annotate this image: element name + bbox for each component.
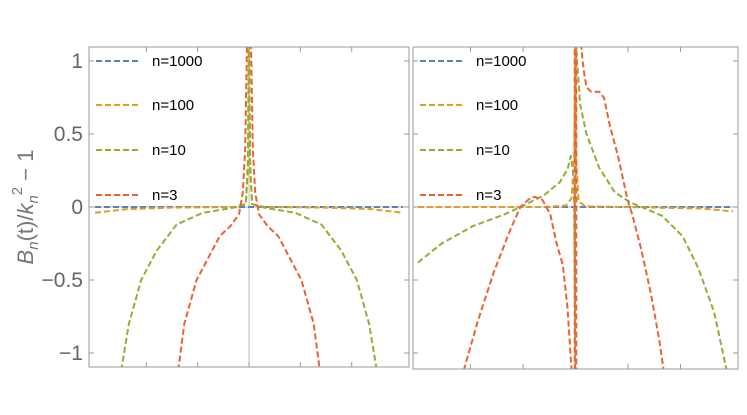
series-group [94,47,404,367]
plot-frame [412,46,739,370]
panel-left: 1 0.5 0 −0.5 −1 n=1000 n=100 n=10 n=3 [42,46,410,368]
y-tick-label: 0.5 [54,123,83,146]
series-group [417,47,734,369]
plot-frame [88,46,410,368]
legend-label: n=100 [152,97,194,114]
y-tick-label: −0.5 [42,269,83,292]
legend-label: n=3 [476,187,501,204]
series-line-n-100 [94,47,404,214]
y-axis-label: Bn(t)/kn2 − 1 [9,150,42,265]
legend-label: n=10 [152,142,186,159]
legend-label: n=100 [476,97,518,114]
series-line-n-10 [575,47,728,369]
legend-label: n=3 [152,187,177,204]
series-line-n-3 [463,195,573,369]
legend-label: n=1000 [152,53,202,70]
y-tick-label: −1 [59,342,83,365]
series-line-n-10 [417,154,577,369]
y-tick-label: 0 [71,196,83,219]
legend-label: n=1000 [476,53,526,70]
legend-label: n=10 [476,142,510,159]
series-line-n-3 [580,47,665,369]
y-tick-label: 1 [71,50,83,73]
series-line-n-3 [177,47,321,367]
panel-right: n=1000 n=100 n=10 n=3 [412,46,739,370]
